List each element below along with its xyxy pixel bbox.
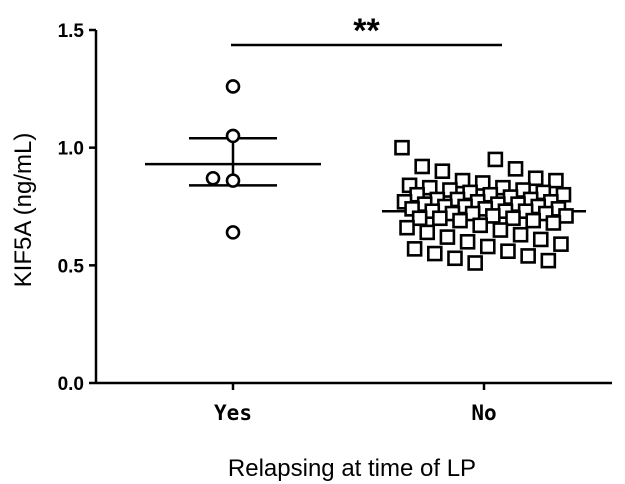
data-point [394, 139, 410, 156]
data-point [447, 250, 463, 267]
axes: 0.0 0.5 1.0 1.5 Yes No [58, 21, 612, 425]
data-point [439, 229, 456, 245]
data-point [472, 217, 489, 234]
y-tick-label: 1.0 [58, 139, 84, 160]
data-point [225, 79, 241, 94]
data-point [406, 241, 423, 257]
data-point [205, 170, 221, 186]
data-point [419, 224, 436, 241]
data-point [507, 161, 524, 177]
data-point [467, 255, 483, 271]
data-point [548, 172, 564, 189]
data-point [459, 234, 476, 250]
data-point [545, 215, 562, 231]
significance-label: ** [353, 12, 380, 50]
data-point [411, 210, 428, 227]
data-point [452, 212, 468, 229]
data-point [432, 210, 448, 227]
data-point [525, 212, 542, 229]
y-tick-label: 0.5 [58, 256, 85, 277]
data-point [512, 226, 529, 243]
data-point [225, 225, 241, 240]
data-point [553, 236, 569, 252]
data-point [426, 245, 443, 262]
data-point [399, 219, 415, 236]
data-point [225, 173, 241, 188]
data-point [479, 238, 496, 255]
data-point [532, 231, 549, 248]
x-axis-title: Relapsing at time of LP [228, 455, 476, 482]
data-point [225, 128, 241, 144]
data-points [205, 79, 574, 271]
data-point [505, 210, 521, 227]
data-point [487, 151, 504, 168]
x-tick-label: No [471, 401, 496, 425]
data-point [555, 186, 572, 203]
data-point [485, 208, 501, 224]
y-tick-label: 1.5 [58, 21, 85, 42]
data-point [558, 208, 574, 224]
data-point [540, 252, 557, 269]
significance-annotation: ** [231, 12, 502, 50]
data-point [434, 163, 451, 179]
x-tick-label: Yes [214, 401, 252, 425]
data-point [500, 243, 516, 260]
data-point [414, 158, 430, 175]
data-point [527, 170, 544, 187]
y-tick-label: 0.0 [58, 374, 84, 395]
data-point [492, 222, 509, 238]
data-point [520, 248, 536, 264]
y-axis-title: KIF5A (ng/mL) [10, 133, 37, 288]
